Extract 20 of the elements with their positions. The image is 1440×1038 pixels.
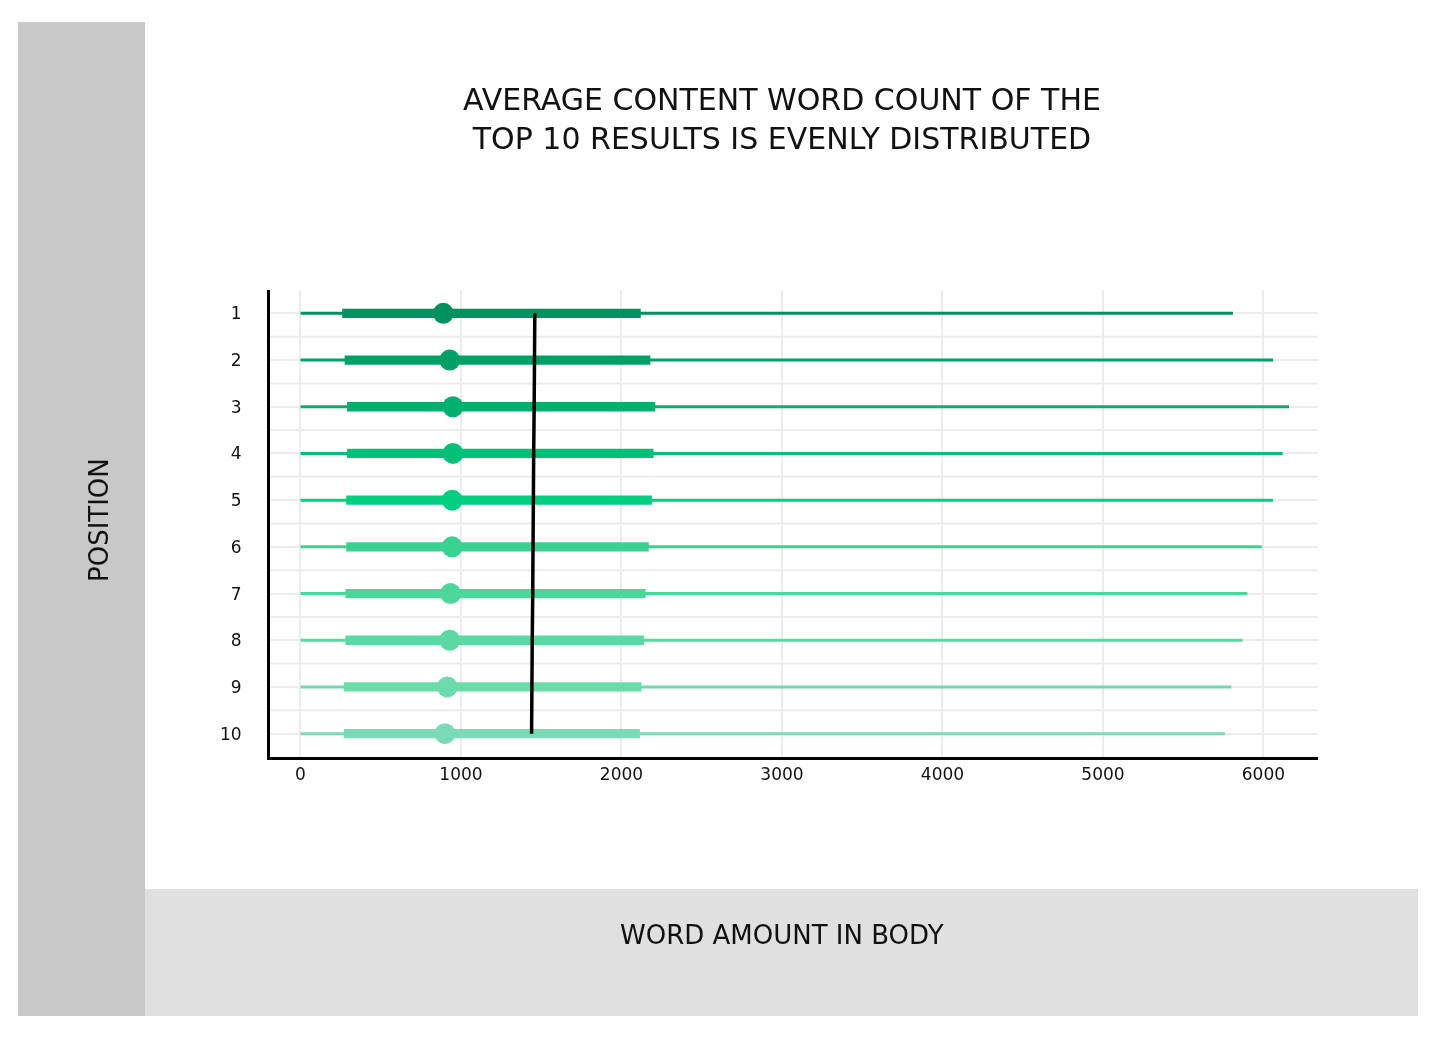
chart-title: AVERAGE CONTENT WORD COUNT OF THE TOP 10 RESULTS IS EVENLY DISTRIBUTED: [463, 82, 1101, 156]
x-tick-label: 2000: [599, 764, 644, 785]
y-tick-label: 2: [230, 350, 242, 370]
x-tick-label: 0: [295, 764, 306, 785]
y-tick-label: 1: [230, 303, 242, 324]
y-axis-title: POSITION: [84, 458, 114, 582]
y-tick-label: 3: [230, 396, 242, 417]
y-tick-label: 7: [230, 583, 242, 604]
y-tick-label: 6: [230, 536, 242, 557]
text: WORD AMOUNT IN BODY: [620, 920, 944, 950]
y-tick-label: 4: [230, 443, 242, 464]
x-tick-label: 6000: [1241, 764, 1286, 785]
x-tick-label: 3000: [760, 764, 804, 785]
x-tick-label: 5000: [1081, 764, 1125, 785]
y-tick-label: 8: [230, 630, 242, 651]
x-tick-label: 4000: [920, 764, 965, 785]
y-tick-label: 9: [230, 676, 242, 697]
y-tick-label: 10: [219, 723, 242, 744]
y-tick-label: 5: [230, 490, 242, 511]
x-tick-label: 1000: [439, 764, 483, 785]
